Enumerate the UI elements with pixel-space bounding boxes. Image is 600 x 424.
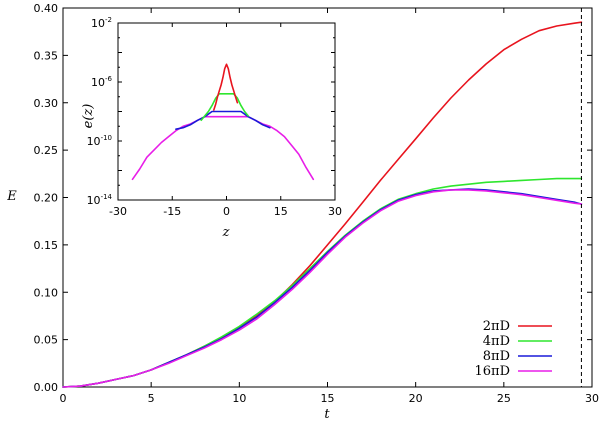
- inset-y-tick-label: 10-6: [91, 75, 113, 89]
- inset-x-tick-label: -15: [163, 205, 181, 218]
- inset-y-tick-label: 10-14: [87, 193, 113, 207]
- y-tick-label: 0.05: [34, 334, 59, 347]
- main-plot: 0 5 10 15 20 25 30 0.00 0.05 0.10 0.15 0.20 0.25 0.30…: [6, 2, 599, 422]
- x-tick-label: 25: [497, 392, 511, 405]
- y-axis-label: E: [6, 189, 17, 204]
- inset-x-tick-label: -30: [109, 205, 127, 218]
- inset-x-axis-label: z: [222, 225, 230, 240]
- x-tick-label: 30: [585, 392, 599, 405]
- inset-series-group: [131, 63, 315, 181]
- inset-y-tick-base: 10: [91, 17, 105, 30]
- inset-y-tick-exponent: -14: [101, 193, 113, 201]
- inset-series-line-3: [213, 63, 239, 111]
- x-tick-label: 0: [60, 392, 67, 405]
- x-tick-label: 10: [232, 392, 246, 405]
- y-tick-label: 0.35: [34, 49, 59, 62]
- y-tick-label: 0.30: [34, 97, 59, 110]
- inset-x-tick-label: 0: [223, 205, 230, 218]
- inset-y-tick-base: 10: [87, 135, 101, 148]
- inset-y-tick-exponent: -6: [105, 75, 113, 83]
- inset-x-tick-label: 30: [328, 205, 342, 218]
- series-line-3: [62, 189, 583, 388]
- inset-y-tick-exponent: -10: [101, 134, 112, 142]
- x-tick-label: 20: [409, 392, 423, 405]
- legend-label: 4πD: [483, 334, 510, 349]
- inset-y-axis-label: e(z): [81, 104, 96, 129]
- y-tick-label: 0.15: [34, 239, 59, 252]
- inset-x-tick-label: 15: [274, 205, 288, 218]
- x-tick-label: 15: [321, 392, 335, 405]
- legend-label: 2πD: [483, 319, 510, 334]
- legend-label: 16πD: [474, 364, 510, 379]
- inset-y-tick-label: 10-2: [91, 16, 112, 30]
- y-tick-label: 0.25: [34, 144, 59, 157]
- x-axis-label: t: [324, 407, 330, 422]
- main-axis-ticks: 0 5 10 15 20 25 30 0.00 0.05 0.10 0.15 0.20 0.25 0.30…: [34, 2, 600, 405]
- main-series-group: [62, 21, 583, 388]
- inset-y-tick-label: 10-10: [87, 134, 112, 148]
- legend-label: 8πD: [483, 349, 510, 364]
- inset-series-line-2: [200, 93, 249, 122]
- x-tick-label: 5: [148, 392, 155, 405]
- y-tick-label: 0.40: [34, 2, 59, 15]
- inset-y-tick-base: 10: [91, 76, 105, 89]
- inset-y-tick-exponent: -2: [105, 16, 112, 24]
- y-tick-label: 0.00: [34, 381, 59, 394]
- inset-y-tick-base: 10: [87, 194, 101, 207]
- y-tick-label: 0.10: [34, 286, 59, 299]
- y-tick-label: 0.20: [34, 192, 59, 205]
- inset-series-line-1: [175, 110, 271, 130]
